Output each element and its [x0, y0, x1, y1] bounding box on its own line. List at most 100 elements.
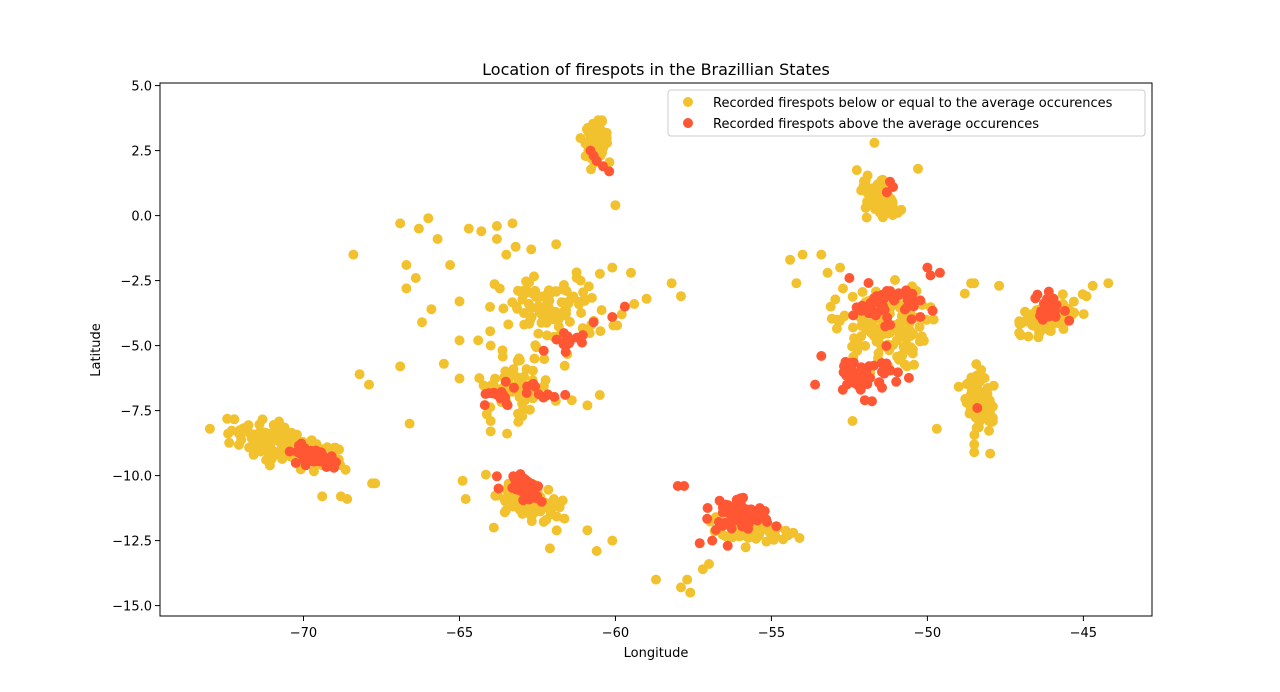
point-below-average	[258, 438, 269, 449]
point-below-average	[822, 267, 833, 278]
point-below-average	[901, 344, 912, 355]
point-below-average	[558, 280, 569, 290]
point-below-average	[521, 364, 532, 375]
point-above-average	[299, 443, 310, 454]
point-below-average	[565, 295, 576, 305]
point-above-average	[888, 182, 899, 192]
x-tick-label: −50	[914, 626, 941, 641]
point-above-average	[500, 376, 511, 387]
point-below-average	[598, 134, 609, 145]
point-below-average	[474, 373, 485, 384]
point-above-average	[915, 295, 926, 306]
point-below-average	[860, 340, 871, 351]
point-above-average	[891, 376, 902, 387]
point-below-average	[401, 260, 412, 270]
point-below-average	[476, 226, 487, 237]
point-below-average	[222, 413, 233, 424]
point-below-average	[980, 391, 991, 402]
point-below-average	[485, 426, 496, 437]
point-above-average	[880, 321, 891, 332]
point-above-average	[842, 379, 852, 390]
point-above-average	[1064, 315, 1075, 326]
point-above-average	[759, 506, 770, 517]
point-below-average	[595, 326, 606, 337]
point-below-average	[785, 254, 796, 265]
point-below-average	[257, 414, 268, 425]
point-below-average	[502, 428, 513, 439]
point-above-average	[292, 446, 303, 457]
point-above-average	[707, 535, 718, 546]
point-below-average	[575, 275, 586, 286]
point-below-average	[519, 308, 529, 319]
point-below-average	[268, 420, 279, 430]
point-below-average	[539, 354, 550, 365]
points-layer	[204, 115, 1114, 598]
point-below-average	[1016, 318, 1027, 329]
point-below-average	[928, 314, 939, 325]
point-below-average	[423, 213, 434, 224]
point-below-average	[261, 455, 272, 465]
point-below-average	[499, 507, 510, 518]
point-above-average	[551, 334, 562, 345]
x-tick-label: −55	[758, 626, 785, 641]
point-below-average	[426, 304, 437, 315]
point-above-average	[315, 451, 326, 462]
point-below-average	[851, 165, 862, 176]
y-axis-label: Latitude	[89, 323, 104, 377]
point-below-average	[894, 354, 904, 365]
point-above-average	[915, 312, 926, 322]
point-below-average	[508, 501, 519, 512]
point-above-average	[848, 310, 859, 321]
point-below-average	[583, 128, 594, 138]
point-below-average	[1087, 280, 1098, 291]
point-above-average	[308, 456, 319, 467]
point-below-average	[538, 516, 549, 527]
point-below-average	[582, 525, 593, 536]
point-above-average	[307, 446, 318, 457]
point-below-average	[666, 278, 677, 289]
point-above-average	[538, 345, 549, 356]
point-above-average	[848, 357, 859, 368]
point-above-average	[857, 300, 868, 311]
point-below-average	[969, 278, 980, 289]
point-below-average	[987, 416, 998, 427]
point-below-average	[244, 428, 255, 439]
point-above-average	[1043, 286, 1054, 297]
point-above-average	[694, 538, 705, 549]
point-below-average	[909, 359, 919, 370]
point-above-average	[604, 166, 615, 177]
point-above-average	[720, 499, 731, 510]
point-above-average	[771, 521, 782, 532]
point-below-average	[524, 277, 535, 288]
point-below-average	[862, 170, 873, 181]
point-below-average	[973, 371, 984, 382]
point-above-average	[1047, 297, 1057, 308]
point-below-average	[517, 398, 528, 409]
point-below-average	[526, 244, 537, 255]
point-below-average	[204, 423, 215, 434]
point-above-average	[870, 310, 881, 321]
point-above-average	[533, 481, 544, 492]
point-below-average	[234, 425, 245, 436]
point-below-average	[513, 285, 523, 296]
point-above-average	[874, 377, 885, 388]
point-below-average	[454, 296, 465, 307]
point-above-average	[816, 351, 827, 361]
point-below-average	[491, 234, 502, 244]
point-below-average	[831, 323, 842, 334]
point-above-average	[906, 314, 917, 325]
point-below-average	[791, 278, 802, 289]
point-below-average	[973, 422, 984, 433]
legend-label-above: Recorded firespots above the average occ…	[713, 117, 1039, 132]
point-above-average	[885, 365, 896, 376]
point-below-average	[497, 351, 508, 362]
point-below-average	[413, 223, 424, 234]
point-above-average	[679, 481, 690, 491]
point-below-average	[876, 207, 887, 218]
point-above-average	[530, 381, 541, 392]
y-tick-label: 2.5	[131, 145, 152, 160]
point-below-average	[608, 320, 619, 331]
point-below-average	[975, 412, 986, 423]
point-below-average	[524, 318, 535, 329]
x-axis: −70 −65 −60 −55 −50 −45	[290, 616, 1097, 641]
